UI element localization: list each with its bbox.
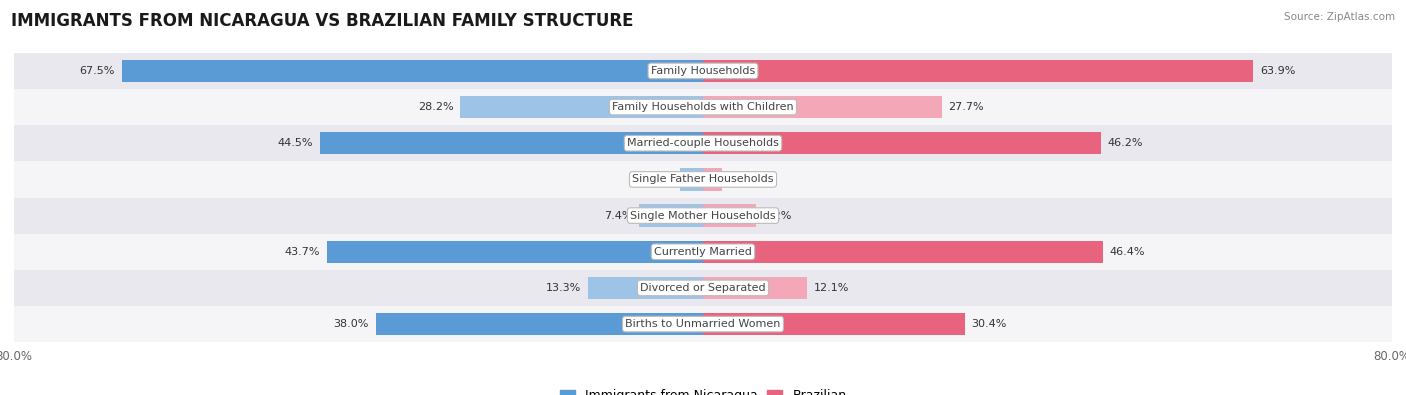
Bar (14, 161, 1392, 198)
Bar (122, 60, 703, 82)
Text: Source: ZipAtlas.com: Source: ZipAtlas.com (1284, 12, 1395, 22)
Text: 12.1%: 12.1% (814, 283, 849, 293)
Text: 43.7%: 43.7% (284, 247, 319, 257)
Text: Family Households: Family Households (651, 66, 755, 76)
Text: 46.2%: 46.2% (1108, 138, 1143, 148)
Bar (703, 204, 756, 227)
Bar (703, 168, 721, 191)
Bar (703, 241, 1102, 263)
Bar (703, 60, 1253, 82)
Text: 63.9%: 63.9% (1260, 66, 1295, 76)
Text: Single Father Households: Single Father Households (633, 175, 773, 184)
Text: 13.3%: 13.3% (547, 283, 582, 293)
Text: 28.2%: 28.2% (418, 102, 453, 112)
Bar (326, 241, 703, 263)
Text: Single Mother Households: Single Mother Households (630, 211, 776, 220)
Bar (703, 96, 942, 118)
Bar (375, 313, 703, 335)
Text: 27.7%: 27.7% (949, 102, 984, 112)
Text: Currently Married: Currently Married (654, 247, 752, 257)
Bar (14, 89, 1392, 125)
Bar (640, 204, 703, 227)
Text: Married-couple Households: Married-couple Households (627, 138, 779, 148)
Text: Divorced or Separated: Divorced or Separated (640, 283, 766, 293)
Bar (14, 234, 1392, 270)
Bar (679, 168, 703, 191)
Bar (14, 270, 1392, 306)
Text: 7.4%: 7.4% (605, 211, 633, 220)
Text: 30.4%: 30.4% (972, 319, 1007, 329)
Text: 2.7%: 2.7% (644, 175, 673, 184)
Text: 2.2%: 2.2% (728, 175, 758, 184)
Text: 6.2%: 6.2% (763, 211, 792, 220)
Bar (14, 306, 1392, 342)
Bar (703, 277, 807, 299)
Bar (14, 53, 1392, 89)
Text: 46.4%: 46.4% (1109, 247, 1144, 257)
Legend: Immigrants from Nicaragua, Brazilian: Immigrants from Nicaragua, Brazilian (554, 384, 852, 395)
Text: 67.5%: 67.5% (80, 66, 115, 76)
Text: 38.0%: 38.0% (333, 319, 368, 329)
Bar (589, 277, 703, 299)
Bar (703, 313, 965, 335)
Bar (703, 132, 1101, 154)
Bar (460, 96, 703, 118)
Text: 44.5%: 44.5% (277, 138, 314, 148)
Bar (14, 125, 1392, 161)
Text: Births to Unmarried Women: Births to Unmarried Women (626, 319, 780, 329)
Text: IMMIGRANTS FROM NICARAGUA VS BRAZILIAN FAMILY STRUCTURE: IMMIGRANTS FROM NICARAGUA VS BRAZILIAN F… (11, 12, 634, 30)
Bar (319, 132, 703, 154)
Bar (14, 198, 1392, 234)
Text: Family Households with Children: Family Households with Children (612, 102, 794, 112)
